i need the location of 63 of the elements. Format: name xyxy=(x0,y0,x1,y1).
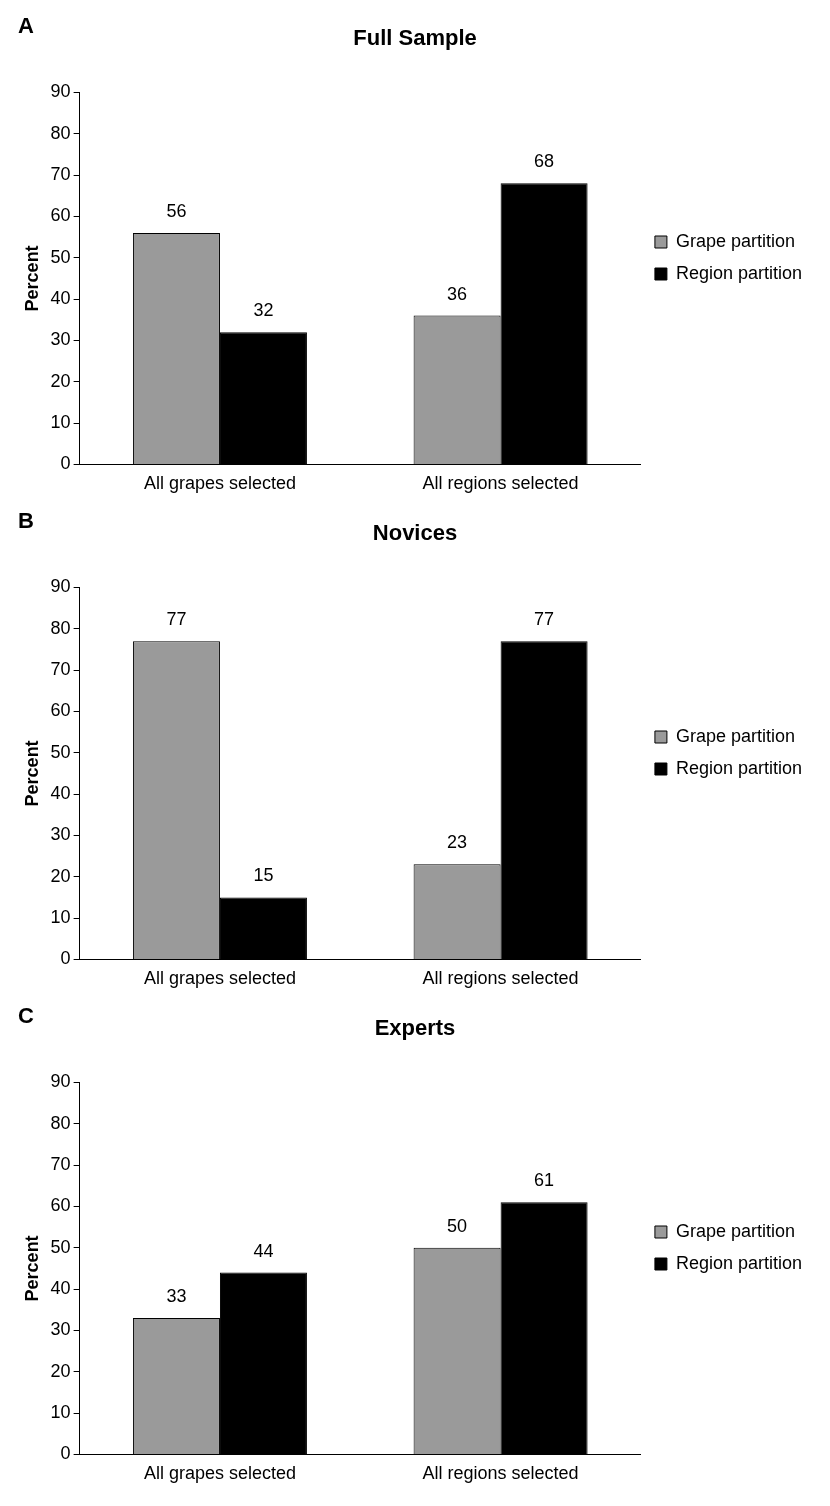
x-tick-label: All grapes selected xyxy=(143,968,296,989)
text: A xyxy=(18,13,34,39)
legend-label: Grape partition xyxy=(675,230,795,251)
y-tick-label: 50 xyxy=(50,741,71,762)
legend-label: Region partition xyxy=(675,1252,803,1273)
y-tick-label: 10 xyxy=(50,1402,71,1423)
y-tick-label: 30 xyxy=(50,824,71,845)
y-tick-label: 30 xyxy=(50,329,71,350)
chart-title: Full Sample xyxy=(353,25,477,51)
data-label: 36 xyxy=(447,283,468,304)
y-tick-label: 50 xyxy=(50,1236,71,1257)
data-label: 77 xyxy=(534,609,555,630)
data-label: 23 xyxy=(447,832,468,853)
x-tick-label: All regions selected xyxy=(422,473,579,494)
y-tick-label: 80 xyxy=(50,1112,71,1133)
y-tick-label: 10 xyxy=(50,412,71,433)
y-tick-label: 70 xyxy=(50,1154,71,1175)
y-tick-label: 60 xyxy=(50,700,71,721)
y-tick-label: 60 xyxy=(50,1195,71,1216)
y-tick-label: 20 xyxy=(50,1360,71,1381)
y-tick-label: 20 xyxy=(50,370,71,391)
y-tick-label: 0 xyxy=(60,453,71,474)
data-label: 15 xyxy=(253,865,274,886)
legend-label: Region partition xyxy=(675,757,803,778)
x-tick-label: All grapes selected xyxy=(143,1463,296,1484)
x-tick-label: All regions selected xyxy=(422,1463,579,1484)
y-tick-label: 60 xyxy=(50,205,71,226)
x-tick-label: All grapes selected xyxy=(143,473,296,494)
data-label: 61 xyxy=(534,1170,555,1191)
x-tick-label: All regions selected xyxy=(422,968,579,989)
legend-label: Grape partition xyxy=(675,1220,795,1241)
y-axis-title: Percent xyxy=(21,740,42,807)
y-tick-label: 20 xyxy=(50,865,71,886)
text: C xyxy=(18,1003,34,1029)
y-tick-label: 90 xyxy=(50,576,71,597)
y-axis-title: Percent xyxy=(21,1235,42,1302)
data-label: 50 xyxy=(447,1215,468,1236)
y-tick-label: 90 xyxy=(50,81,71,102)
legend-label: Grape partition xyxy=(675,725,795,746)
y-tick-label: 70 xyxy=(50,659,71,680)
chart-title: Experts xyxy=(374,1015,456,1041)
y-tick-label: 0 xyxy=(60,1443,71,1464)
data-label: 44 xyxy=(253,1240,274,1261)
data-label: 32 xyxy=(253,300,274,321)
data-label: 77 xyxy=(166,609,187,630)
y-axis-title: Percent xyxy=(21,245,42,312)
legend-label: Region partition xyxy=(675,262,803,283)
data-label: 56 xyxy=(166,200,187,221)
text: B xyxy=(18,508,34,534)
y-tick-label: 80 xyxy=(50,617,71,638)
y-tick-label: 50 xyxy=(50,246,71,267)
y-tick-label: 0 xyxy=(60,948,71,969)
y-tick-label: 10 xyxy=(50,907,71,928)
y-tick-label: 70 xyxy=(50,164,71,185)
y-tick-label: 40 xyxy=(50,783,71,804)
chart-title: Novices xyxy=(372,520,458,546)
data-label: 68 xyxy=(534,151,555,172)
y-tick-label: 40 xyxy=(50,288,71,309)
y-tick-label: 40 xyxy=(50,1278,71,1299)
y-tick-label: 90 xyxy=(50,1071,71,1092)
y-tick-label: 30 xyxy=(50,1319,71,1340)
y-tick-label: 80 xyxy=(50,122,71,143)
data-label: 33 xyxy=(166,1285,187,1306)
